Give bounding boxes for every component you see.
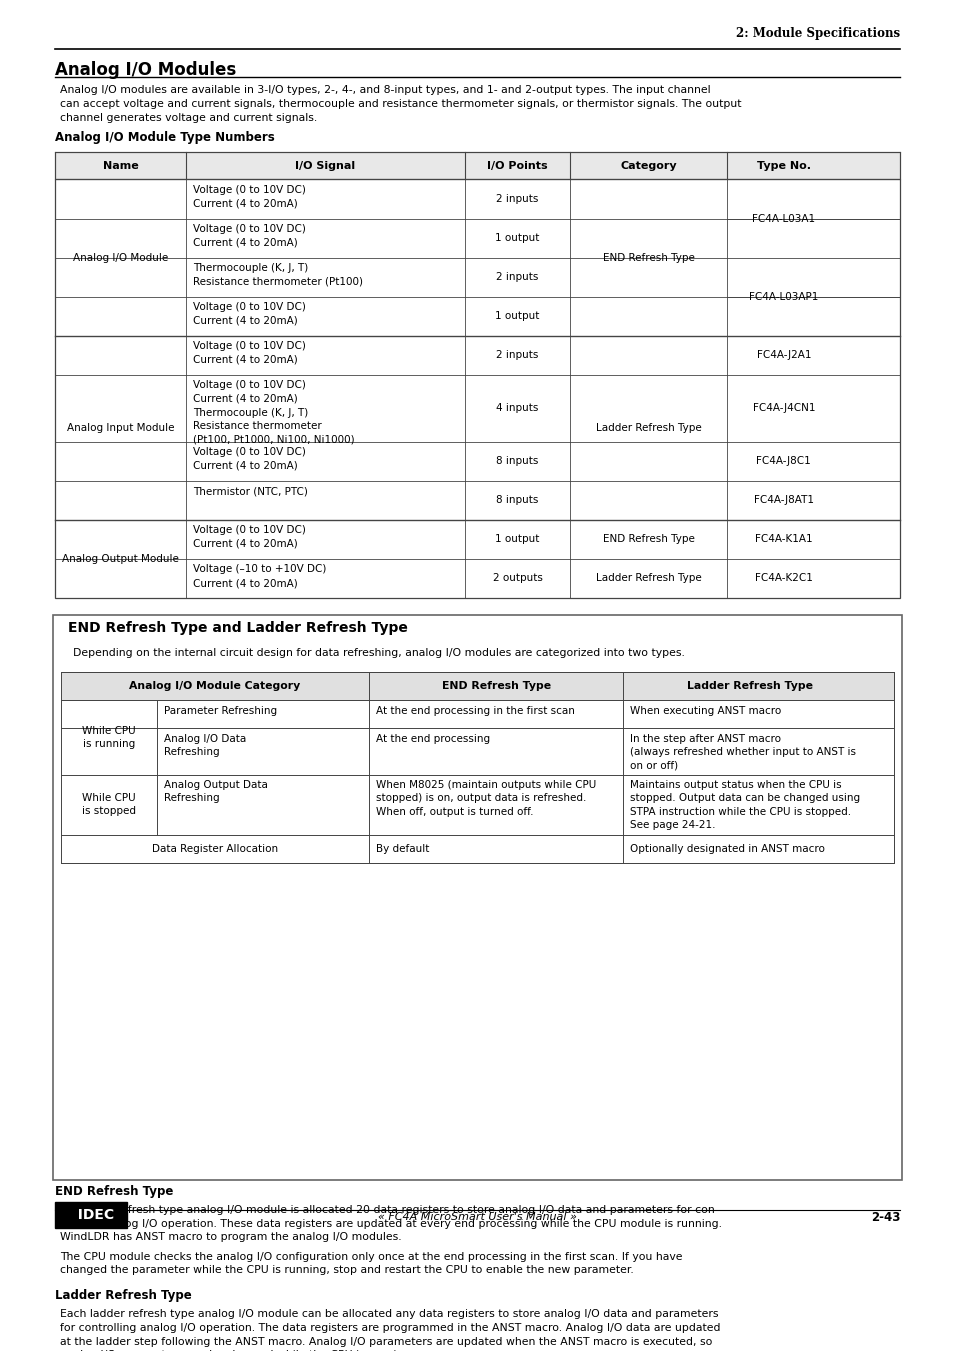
Text: FC4A-K2C1: FC4A-K2C1 — [754, 573, 812, 584]
Bar — [55, 1202, 127, 1228]
Text: 1 output: 1 output — [495, 234, 539, 243]
Bar — [61, 700, 893, 863]
Text: Depending on the internal circuit design for data refreshing, analog I/O modules: Depending on the internal circuit design… — [73, 648, 684, 658]
Text: 8 inputs: 8 inputs — [496, 496, 538, 505]
Text: 2: Module Specifications: 2: Module Specifications — [735, 27, 899, 41]
Text: Voltage (0 to 10V DC)
Current (4 to 20mA): Voltage (0 to 10V DC) Current (4 to 20mA… — [193, 526, 306, 549]
Text: Analog I/O Module: Analog I/O Module — [72, 253, 168, 262]
Text: Category: Category — [619, 161, 677, 170]
Text: FC4A-L03A1: FC4A-L03A1 — [752, 213, 815, 223]
Text: The CPU module checks the analog I/O configuration only once at the end processi: The CPU module checks the analog I/O con… — [60, 1251, 681, 1275]
Text: 4 inputs: 4 inputs — [496, 403, 538, 413]
Text: FC4A-J8AT1: FC4A-J8AT1 — [753, 496, 813, 505]
Text: Voltage (0 to 10V DC)
Current (4 to 20mA): Voltage (0 to 10V DC) Current (4 to 20mA… — [193, 303, 306, 326]
Text: By default: By default — [375, 844, 429, 854]
Text: 1 output: 1 output — [495, 311, 539, 322]
Text: Ladder Refresh Type: Ladder Refresh Type — [595, 573, 700, 584]
Text: Analog I/O modules are available in 3-I/O types, 2-, 4-, and 8-input types, and : Analog I/O modules are available in 3-I/… — [60, 85, 740, 123]
Text: Each ladder refresh type analog I/O module can be allocated any data registers t: Each ladder refresh type analog I/O modu… — [60, 1309, 720, 1351]
Text: While CPU
is stopped: While CPU is stopped — [82, 793, 135, 816]
Text: Analog Output Module: Analog Output Module — [62, 554, 179, 563]
Text: In the step after ANST macro
(always refreshed whether input to ANST is
on or of: In the step after ANST macro (always ref… — [630, 734, 856, 770]
Text: Thermocouple (K, J, T)
Resistance thermometer (Pt100): Thermocouple (K, J, T) Resistance thermo… — [193, 263, 362, 286]
Text: Voltage (0 to 10V DC)
Current (4 to 20mA): Voltage (0 to 10V DC) Current (4 to 20mA… — [193, 447, 306, 471]
Text: Voltage (0 to 10V DC)
Current (4 to 20mA): Voltage (0 to 10V DC) Current (4 to 20mA… — [193, 342, 306, 365]
Text: 2 inputs: 2 inputs — [496, 195, 538, 204]
Text: Voltage (0 to 10V DC)
Current (4 to 20mA): Voltage (0 to 10V DC) Current (4 to 20mA… — [193, 224, 306, 247]
Text: Analog I/O Module Type Numbers: Analog I/O Module Type Numbers — [55, 131, 274, 145]
Text: When executing ANST macro: When executing ANST macro — [630, 705, 781, 716]
Text: « FC4A MicroSmart User's Manual »: « FC4A MicroSmart User's Manual » — [377, 1212, 577, 1223]
Text: 8 inputs: 8 inputs — [496, 457, 538, 466]
Text: Analog I/O Data
Refreshing: Analog I/O Data Refreshing — [164, 734, 246, 757]
Text: IDEC: IDEC — [68, 1208, 114, 1223]
Text: END Refresh Type: END Refresh Type — [55, 1185, 173, 1198]
Text: While CPU
is running: While CPU is running — [82, 725, 135, 748]
Text: 1 output: 1 output — [495, 535, 539, 544]
Text: END Refresh Type and Ladder Refresh Type: END Refresh Type and Ladder Refresh Type — [68, 621, 408, 635]
Bar — [55, 180, 899, 598]
Text: I/O Signal: I/O Signal — [295, 161, 355, 170]
Text: When M8025 (maintain outputs while CPU
stopped) is on, output data is refreshed.: When M8025 (maintain outputs while CPU s… — [375, 780, 596, 816]
Text: Type No.: Type No. — [756, 161, 810, 170]
Text: 2 inputs: 2 inputs — [496, 272, 538, 282]
Bar — [53, 615, 901, 644]
Text: Parameter Refreshing: Parameter Refreshing — [164, 705, 276, 716]
Text: 2 inputs: 2 inputs — [496, 350, 538, 361]
Bar — [55, 151, 899, 180]
Text: Voltage (0 to 10V DC)
Current (4 to 20mA): Voltage (0 to 10V DC) Current (4 to 20mA… — [193, 185, 306, 208]
Text: Maintains output status when the CPU is
stopped. Output data can be changed usin: Maintains output status when the CPU is … — [630, 780, 860, 830]
Text: FC4A-L03AP1: FC4A-L03AP1 — [748, 292, 818, 301]
Text: Analog Output Data
Refreshing: Analog Output Data Refreshing — [164, 780, 268, 804]
Text: Voltage (0 to 10V DC)
Current (4 to 20mA)
Thermocouple (K, J, T)
Resistance ther: Voltage (0 to 10V DC) Current (4 to 20mA… — [193, 381, 355, 444]
Text: At the end processing: At the end processing — [375, 734, 490, 743]
Text: Analog Input Module: Analog Input Module — [67, 423, 174, 432]
Text: END Refresh Type: END Refresh Type — [602, 535, 694, 544]
Text: Each END refresh type analog I/O module is allocated 20 data registers to store : Each END refresh type analog I/O module … — [60, 1205, 721, 1243]
Bar — [61, 673, 893, 700]
Text: Thermistor (NTC, PTC): Thermistor (NTC, PTC) — [193, 486, 308, 496]
Text: Analog I/O Modules: Analog I/O Modules — [55, 61, 236, 80]
Text: Name: Name — [103, 161, 138, 170]
Text: Ladder Refresh Type: Ladder Refresh Type — [55, 1289, 192, 1302]
Text: Analog I/O Module Category: Analog I/O Module Category — [130, 681, 300, 692]
Text: 2-43: 2-43 — [870, 1210, 899, 1224]
Text: END Refresh Type: END Refresh Type — [441, 681, 550, 692]
Text: At the end processing in the first scan: At the end processing in the first scan — [375, 705, 575, 716]
Text: Data Register Allocation: Data Register Allocation — [152, 844, 278, 854]
Text: FC4A-K1A1: FC4A-K1A1 — [754, 535, 812, 544]
Text: FC4A-J2A1: FC4A-J2A1 — [756, 350, 810, 361]
Text: I/O Points: I/O Points — [487, 161, 547, 170]
Bar — [53, 615, 901, 1179]
Text: FC4A-J8C1: FC4A-J8C1 — [756, 457, 810, 466]
Text: Voltage (–10 to +10V DC)
Current (4 to 20mA): Voltage (–10 to +10V DC) Current (4 to 2… — [193, 565, 326, 588]
Text: 2 outputs: 2 outputs — [492, 573, 542, 584]
Text: FC4A-J4CN1: FC4A-J4CN1 — [752, 403, 814, 413]
Text: Ladder Refresh Type: Ladder Refresh Type — [686, 681, 813, 692]
Text: END Refresh Type: END Refresh Type — [602, 253, 694, 262]
Text: Optionally designated in ANST macro: Optionally designated in ANST macro — [630, 844, 824, 854]
Text: Ladder Refresh Type: Ladder Refresh Type — [595, 423, 700, 432]
